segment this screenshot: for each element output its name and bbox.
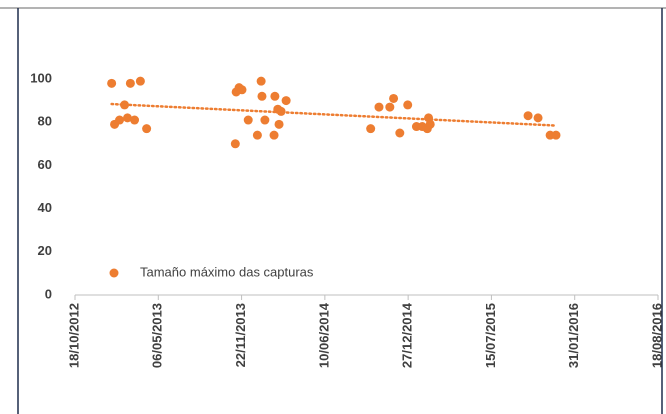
point [125, 78, 135, 88]
legend-label: Tamaño máximo das capturas [140, 264, 314, 279]
x-tick-label: 31/01/2016 [566, 303, 581, 368]
point [256, 76, 266, 86]
point [403, 100, 413, 110]
legend-marker [109, 268, 119, 278]
point [276, 106, 286, 116]
point [243, 115, 253, 125]
x-tick-label: 06/05/2013 [150, 303, 165, 368]
point [257, 91, 267, 101]
point [122, 113, 132, 123]
x-tick-label: 15/07/2015 [483, 303, 498, 368]
point [366, 124, 376, 134]
point [395, 128, 405, 138]
point [270, 91, 280, 101]
point [142, 124, 152, 134]
point [533, 113, 543, 123]
y-tick-label: 60 [38, 157, 52, 172]
point [551, 130, 561, 140]
y-tick-label: 80 [38, 114, 52, 129]
x-tick-label: 10/06/2014 [316, 302, 331, 368]
point [120, 100, 130, 110]
x-tick-label: 18/08/2016 [649, 303, 664, 368]
point [107, 78, 117, 88]
y-tick-label: 0 [45, 286, 52, 301]
y-tick-label: 20 [38, 243, 52, 258]
point [252, 130, 262, 140]
point [130, 115, 140, 125]
y-tick-label: 100 [30, 70, 52, 85]
x-tick-label: 18/10/2012 [66, 303, 81, 368]
point [260, 115, 270, 125]
point [425, 119, 435, 129]
point [135, 76, 145, 86]
point [115, 115, 125, 125]
point [269, 130, 279, 140]
point [523, 111, 533, 121]
x-tick-label: 22/11/2013 [233, 303, 248, 367]
x-tick-label: 27/12/2014 [400, 302, 415, 368]
point [374, 102, 384, 112]
point [230, 139, 240, 149]
point [385, 102, 395, 112]
y-tick-label: 40 [38, 200, 52, 215]
point [274, 119, 284, 129]
point [389, 93, 399, 103]
point [237, 85, 247, 95]
trendline [110, 102, 558, 127]
point [281, 96, 291, 106]
